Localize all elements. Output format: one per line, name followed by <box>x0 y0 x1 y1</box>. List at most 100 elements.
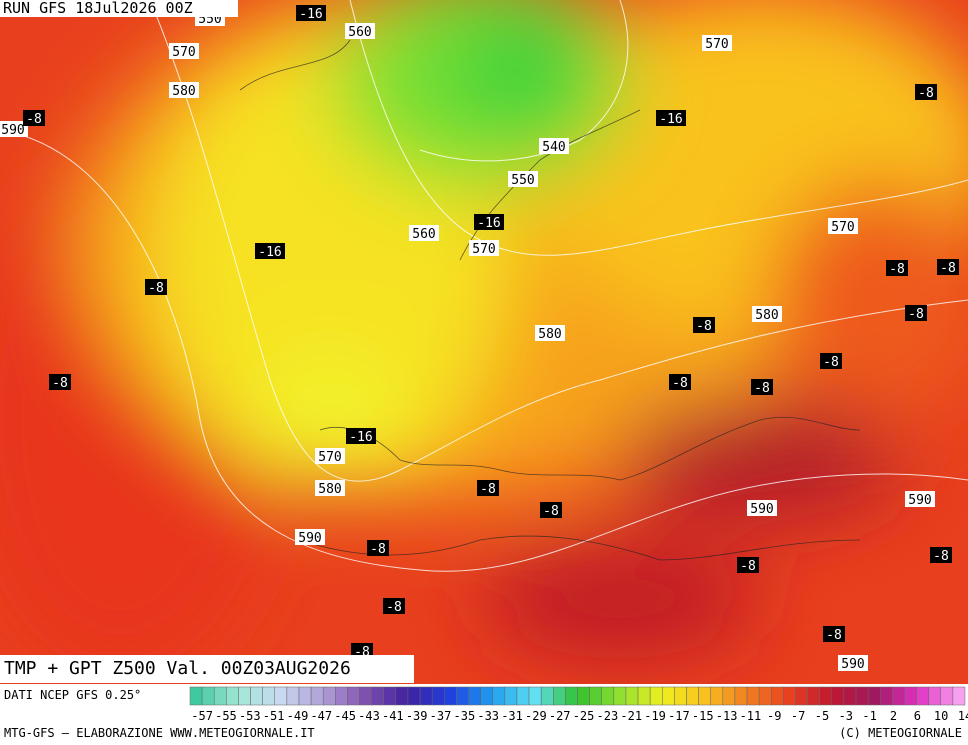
colorbar-cell <box>916 686 929 706</box>
contour-label: 590 <box>841 657 864 672</box>
contour-label: -8 <box>52 376 68 391</box>
colorbar-cell <box>553 686 566 706</box>
source: DATI NCEP GFS 0.25° <box>4 688 142 702</box>
footer-left: MTG-GFS — ELABORAZIONE WWW.METEOGIORNALE… <box>4 726 315 740</box>
colorbar-cell <box>758 686 772 706</box>
label-box <box>737 557 759 573</box>
colorbar-cell <box>286 686 300 706</box>
colorbar-label: -19 <box>644 709 666 723</box>
colorbar-cell <box>347 686 360 706</box>
colorbar-cell <box>783 686 796 706</box>
colorbar-cell <box>213 686 227 706</box>
contour-label: 580 <box>172 84 195 99</box>
colorbar-cell <box>310 686 324 706</box>
colorbar-cell <box>734 686 748 706</box>
label-box <box>255 243 285 259</box>
contour-label: 580 <box>755 308 778 323</box>
footer-right: (C) METEOGIORNALE <box>839 726 962 740</box>
colorbar-cell <box>250 686 263 706</box>
contour-label: 580 <box>538 327 561 342</box>
label-box <box>751 379 773 395</box>
colorbar-cell <box>879 686 893 706</box>
colorbar-label: -43 <box>358 709 380 723</box>
colorbar-cell <box>262 686 276 706</box>
label-box <box>535 325 565 341</box>
contour-label: 570 <box>472 242 495 257</box>
colorbar-label: 14 <box>958 709 968 723</box>
label-box <box>169 82 199 98</box>
label-box <box>145 279 167 295</box>
contour-label: -8 <box>754 381 770 396</box>
contour-label: -8 <box>26 112 42 127</box>
contour-label: -8 <box>480 482 496 497</box>
colorbar-cell <box>371 686 384 706</box>
colorbar-cell <box>274 686 288 706</box>
contour-label: 570 <box>172 45 195 60</box>
label-box <box>540 502 562 518</box>
colorbar-cell <box>226 686 239 706</box>
contour-label: 560 <box>412 227 435 242</box>
colorbar-cell <box>335 686 348 706</box>
label-box <box>669 374 691 390</box>
label-box <box>915 84 937 100</box>
colorbar-label: 6 <box>914 709 921 723</box>
colorbar-label: -33 <box>477 709 499 723</box>
colorbar-cell <box>189 686 203 706</box>
contour-label: 580 <box>318 482 341 497</box>
colorbar-cell <box>843 686 857 706</box>
label-box <box>838 655 868 671</box>
colorbar-label: -35 <box>454 709 476 723</box>
contour-label: -8 <box>672 376 688 391</box>
colorbar-label: -53 <box>239 709 261 723</box>
colorbar-cell <box>940 686 954 706</box>
colorbar-cell <box>322 686 336 706</box>
label-box <box>828 218 858 234</box>
label-box <box>315 448 345 464</box>
colorbar-label: -49 <box>287 709 309 723</box>
colorbar-label: -17 <box>668 709 690 723</box>
label-box <box>656 110 686 126</box>
colorbar-cell <box>855 686 869 706</box>
colorbar-cell <box>613 686 627 706</box>
contour-label: -8 <box>940 261 956 276</box>
label-box <box>345 23 375 39</box>
colorbar-cell <box>431 686 445 706</box>
label-box <box>23 110 45 126</box>
colorbar-cell <box>601 686 615 706</box>
colorbar-cell <box>395 686 409 706</box>
contour-label: -8 <box>740 559 756 574</box>
contour-label: -8 <box>386 600 402 615</box>
contour-label: 590 <box>1 123 24 138</box>
colorbar-cell <box>892 686 905 706</box>
label-box <box>823 626 845 642</box>
colorbar-cell <box>771 686 784 706</box>
colorbar-label: -37 <box>430 709 452 723</box>
colorbar-label: -55 <box>215 709 237 723</box>
colorbar-cell <box>480 686 493 706</box>
colorbar-cell <box>625 686 639 706</box>
colorbar-label: -31 <box>501 709 523 723</box>
contour-label: 570 <box>705 37 728 52</box>
contour-label: 540 <box>542 140 565 155</box>
contour-label: -8 <box>826 628 842 643</box>
colorbar-cell <box>383 686 397 706</box>
label-box <box>49 374 71 390</box>
label-box <box>752 306 782 322</box>
label-box <box>702 35 732 51</box>
colorbar-cell <box>746 686 760 706</box>
contour-label: 590 <box>298 531 321 546</box>
colorbar-cell <box>831 686 845 706</box>
colorbar-label: -15 <box>692 709 714 723</box>
colorbar-label: -9 <box>767 709 781 723</box>
label-box <box>383 598 405 614</box>
contour-label: 590 <box>908 493 931 508</box>
colorbar-label: -47 <box>310 709 332 723</box>
contour-label: 570 <box>831 220 854 235</box>
colorbar-label: -1 <box>862 709 876 723</box>
colorbar-label: -29 <box>525 709 547 723</box>
contour-label: -8 <box>148 281 164 296</box>
colorbar-cell <box>674 686 687 706</box>
contour-label: -8 <box>918 86 934 101</box>
